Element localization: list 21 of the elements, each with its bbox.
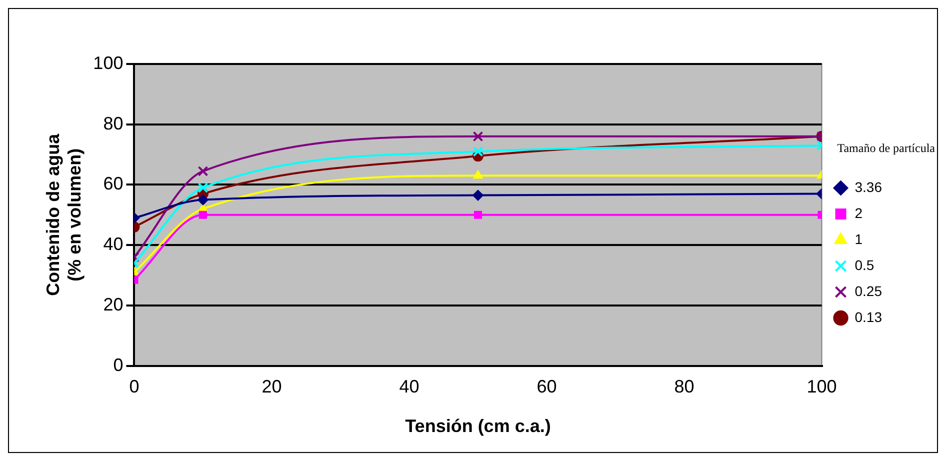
legend-title: Tamaño de partícula (837, 141, 935, 156)
y-tick-label: 80 (103, 113, 124, 134)
x-axis-title: Tensión (cm c.a.) (405, 416, 551, 436)
legend-label: 2 (854, 204, 863, 221)
x-tick-label: 40 (399, 376, 420, 397)
legend-label: 0.25 (854, 282, 882, 299)
y-tick-label: 20 (103, 294, 124, 314)
x-tick-label: 20 (262, 376, 282, 397)
legend-label: 0.13 (854, 308, 882, 325)
y-axis-title: Contenido de agua (% en volumen) (42, 132, 84, 296)
x-tick-label: 60 (536, 376, 557, 397)
legend-label: 0.5 (854, 256, 874, 273)
x-tick-label: 80 (674, 376, 694, 397)
legend-label: 1 (854, 230, 863, 247)
y-tick-label: 0 (113, 354, 124, 375)
y-tick-label: 100 (93, 52, 124, 73)
x-tick-label: 100 (806, 376, 837, 397)
x-tick-label: 0 (129, 376, 140, 397)
legend-label: 3.36 (854, 178, 882, 195)
y-tick-label: 60 (103, 174, 124, 194)
y-tick-label: 40 (103, 234, 124, 254)
